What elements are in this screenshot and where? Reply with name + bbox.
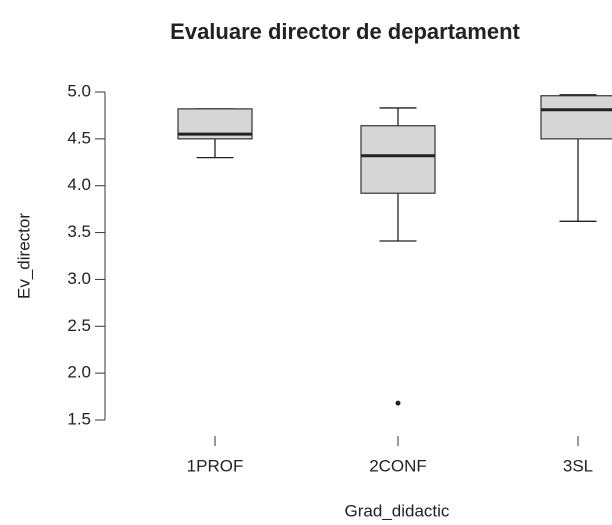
box xyxy=(540,95,612,140)
y-tick-label: 3.0 xyxy=(67,269,91,288)
chart-title: Evaluare director de departament xyxy=(170,19,520,44)
y-axis-label: Ev_director xyxy=(14,213,33,299)
x-tick-label: 3SL xyxy=(563,456,593,475)
x-axis-label: Grad_didactic xyxy=(345,501,450,520)
y-tick-label: 4.0 xyxy=(67,175,91,194)
y-tick-label: 3.5 xyxy=(67,222,91,241)
y-tick-label: 4.5 xyxy=(67,128,91,147)
y-tick-label: 5.0 xyxy=(67,81,91,100)
y-tick-label: 2.0 xyxy=(67,363,91,382)
y-tick-label: 2.5 xyxy=(67,316,91,335)
x-tick-label: 2CONF xyxy=(369,456,427,475)
outlier xyxy=(395,400,401,406)
y-tick-label: 1.5 xyxy=(67,409,91,428)
x-tick-label: 1PROF xyxy=(187,456,244,475)
box xyxy=(360,125,436,194)
